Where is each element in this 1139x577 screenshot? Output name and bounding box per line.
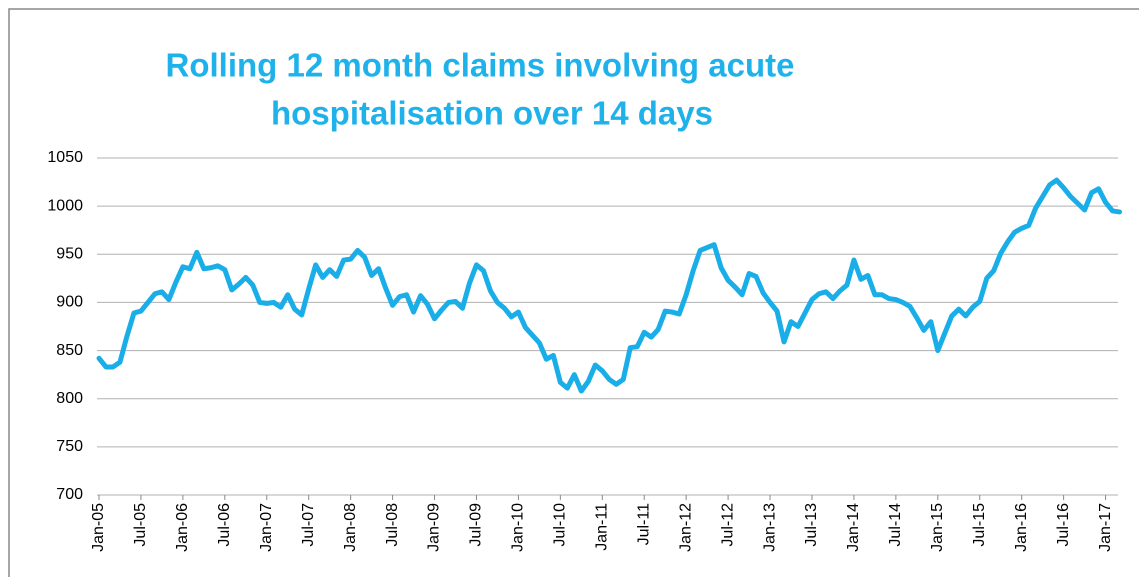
- x-tick-label: Jul-05: [132, 503, 149, 547]
- y-tick-label: 700: [56, 486, 83, 503]
- y-tick-label: 1050: [47, 149, 83, 166]
- x-tick-label: Jan-05: [90, 503, 107, 552]
- x-tick-label: Jul-11: [635, 503, 652, 545]
- chart-title: Rolling 12 month claims involving acute: [166, 47, 795, 84]
- y-tick-label: 800: [56, 390, 83, 407]
- y-tick-label: 900: [56, 294, 83, 311]
- chart-title: hospitalisation over 14 days: [271, 95, 713, 132]
- x-tick-label: Jan-15: [929, 503, 946, 552]
- x-tick-label: Jul-09: [468, 503, 485, 547]
- x-tick-label: Jul-06: [216, 503, 233, 547]
- x-tick-label: Jan-12: [677, 503, 694, 552]
- x-tick-label: Jan-16: [1013, 503, 1030, 552]
- x-tick-label: Jan-14: [845, 503, 862, 552]
- x-tick-label: Jan-10: [510, 503, 527, 552]
- x-tick-label: Jul-14: [887, 503, 904, 547]
- x-tick-label: Jul-10: [552, 503, 569, 547]
- chart-frame: [8, 8, 1139, 577]
- line: [96, 177, 1123, 394]
- x-tick-label: Jan-06: [174, 503, 191, 552]
- x-tick-label: Jan-07: [258, 503, 275, 552]
- x-tick-label: Jan-13: [761, 503, 778, 552]
- x-tick-label: Jul-13: [803, 503, 820, 547]
- y-tick-label: 850: [56, 342, 83, 359]
- x-tick-label: Jul-07: [300, 503, 317, 547]
- x-tick-label: Jul-15: [971, 503, 988, 547]
- x-tick-label: Jan-17: [1097, 503, 1114, 552]
- x-tick-label: Jul-12: [719, 503, 736, 547]
- x-tick-label: Jan-11: [593, 503, 610, 551]
- y-tick-label: 750: [56, 438, 83, 455]
- x-tick-label: Jul-16: [1055, 503, 1072, 547]
- y-tick-label: 1000: [47, 197, 83, 214]
- y-tick-label: 950: [56, 246, 83, 263]
- x-tick-label: Jan-09: [426, 503, 443, 552]
- x-tick-label: Jul-08: [384, 503, 401, 547]
- x-tick-label: Jan-08: [342, 503, 359, 552]
